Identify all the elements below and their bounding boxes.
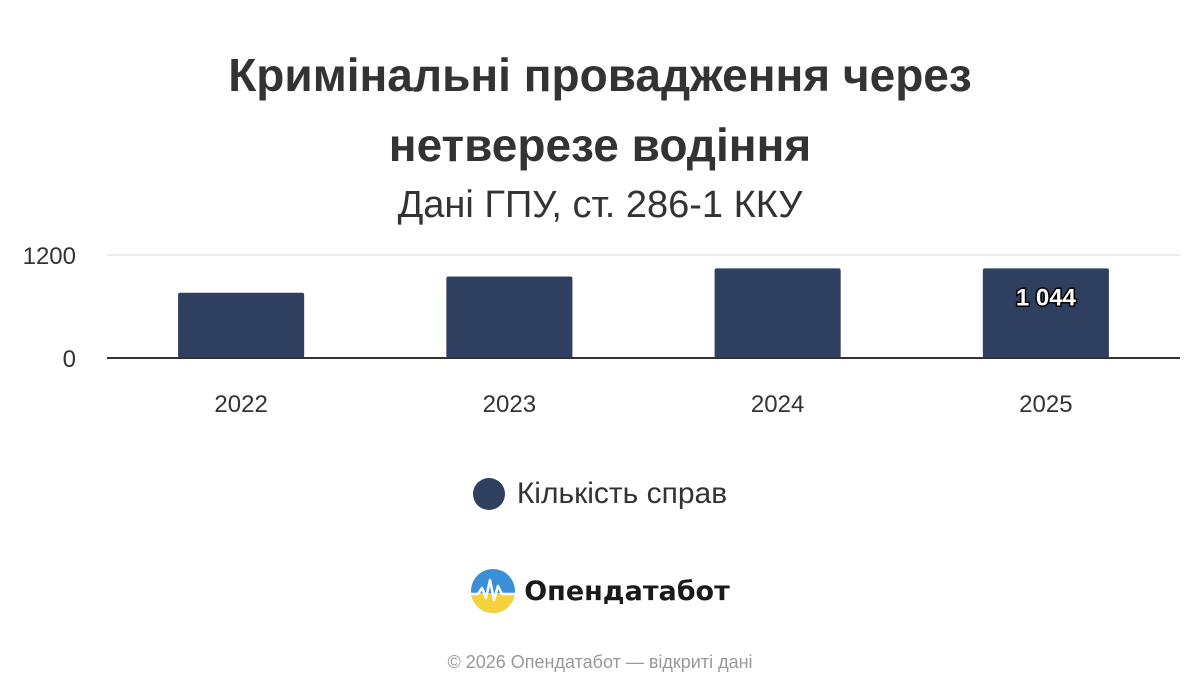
- credits[interactable]: © 2026 Опендатабот — відкриті дані: [447, 652, 753, 672]
- x-tick-label-2024: 2024: [751, 391, 804, 418]
- brand-name: Опендатабот: [524, 575, 730, 607]
- bar-2023[interactable]: [446, 276, 573, 358]
- chart-subtitle: Дані ГПУ, ст. 286-1 ККУ: [397, 184, 803, 226]
- x-tick-label-2025: 2025: [1019, 391, 1072, 418]
- x-axis-ticks: 2022 2023 2024 2025: [214, 391, 1072, 418]
- legend-swatch-icon: [472, 478, 505, 510]
- data-labels: 1 044: [1014, 283, 1078, 313]
- bar-2024[interactable]: [714, 268, 841, 358]
- bars: [107, 268, 1180, 359]
- bar-2022[interactable]: [178, 292, 305, 358]
- brand-logo[interactable]: Опендатабот: [0, 568, 1200, 614]
- data-label-2025: 1 044: [1016, 284, 1077, 311]
- x-tick-label-2022: 2022: [214, 391, 267, 418]
- y-tick-label: 0: [63, 346, 76, 373]
- bar-chart: 0 1200 1 044 2022 2023 2024 2025: [23, 243, 1180, 418]
- bar-2025[interactable]: [982, 268, 1109, 358]
- y-tick-label: 1200: [23, 243, 76, 270]
- y-axis-ticks: 0 1200: [23, 243, 76, 373]
- x-tick-label-2023: 2023: [483, 391, 536, 418]
- legend-item-series[interactable]: Кількість справ: [472, 472, 728, 516]
- chart-title: Кримінальні провадження через нетверезе …: [228, 49, 972, 171]
- legend-label: Кількість справ: [516, 477, 728, 510]
- legend: Кількість справ: [0, 472, 1200, 523]
- opendatabot-logo-icon: [471, 569, 516, 613]
